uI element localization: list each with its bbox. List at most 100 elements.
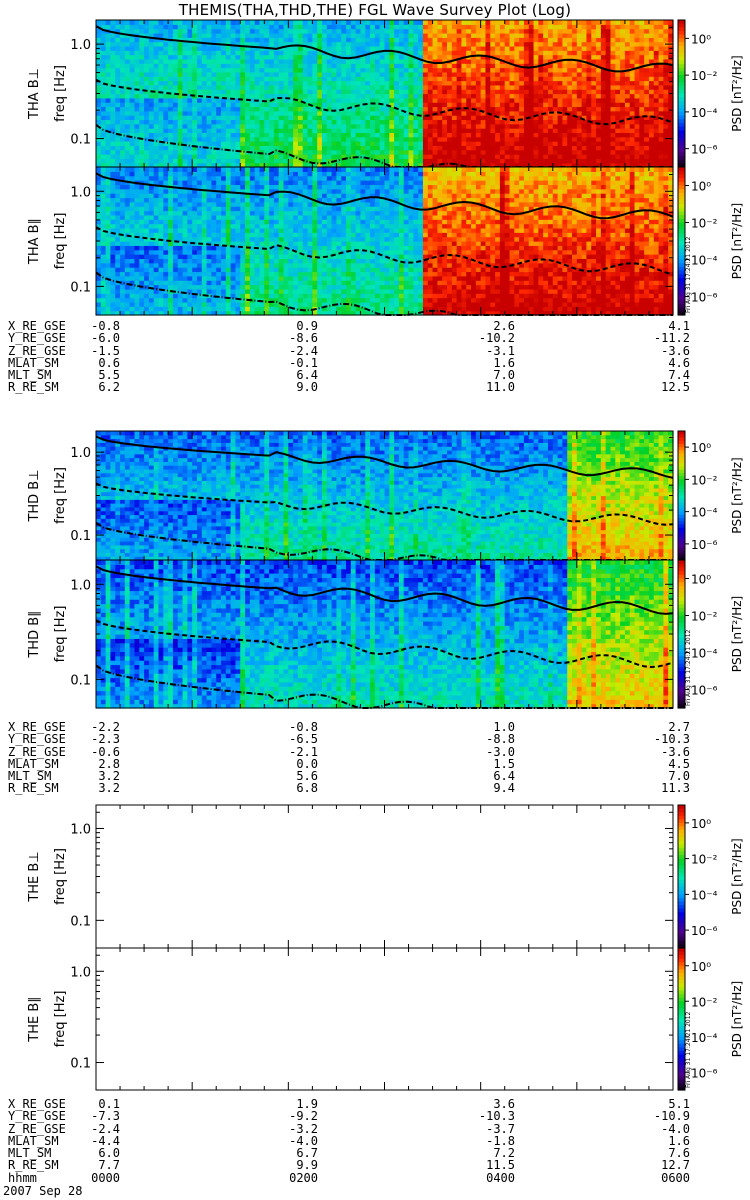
ephemeris-value: -2.2 xyxy=(91,721,120,733)
ephemeris-value: 2.6 xyxy=(493,320,515,332)
ephemeris-value: -0.8 xyxy=(289,721,318,733)
ephemeris-value: -10.3 xyxy=(654,733,690,745)
colorbar-tick-label: 10⁰ xyxy=(691,960,711,974)
probe-label: THD B∥ xyxy=(27,610,42,658)
ephemeris-table-thd: X_RE_GSE -2.2 -0.8 1.0 2.7 Y_RE_GSE -2.3 -6.5 -8… xyxy=(0,721,750,795)
freq-tick-label: 0.1 xyxy=(70,673,91,688)
wave-survey-figure: 1.00.1THA B⊥ freq [Hz]10⁰10⁻²10⁻⁴10⁻⁶PSD … xyxy=(0,0,750,1200)
ephemeris-value: 1.0 xyxy=(493,721,515,733)
ephemeris-value: 6.7 xyxy=(296,1147,318,1159)
ephemeris-value: -9.2 xyxy=(289,1110,318,1122)
ephemeris-label: hhmm xyxy=(8,1172,37,1184)
ephemeris-label: MLAT_SM xyxy=(8,357,59,369)
colorbar-tick-label: 10⁰ xyxy=(691,817,711,831)
ephemeris-label: Y_RE_GSE xyxy=(8,1110,66,1122)
colorbar-tick-label: 10⁻⁴ xyxy=(691,254,718,268)
freq-axis-label: freq [Hz] xyxy=(53,991,68,1048)
ephemeris-value: 5.1 xyxy=(668,1098,690,1110)
ephemeris-value: 7.2 xyxy=(493,1147,515,1159)
ephemeris-value: -2.1 xyxy=(289,746,318,758)
probe-label: THA B⊥ xyxy=(27,68,42,120)
ephemeris-value: -4.0 xyxy=(661,1123,690,1135)
colorbar-tick-label: 10⁻⁶ xyxy=(691,538,718,552)
ephemeris-value: 1.6 xyxy=(668,1135,690,1147)
spectrogram-panel-2 xyxy=(96,167,674,316)
ephemeris-value: 0.6 xyxy=(98,357,120,369)
ephemeris-label: MLAT_SM xyxy=(8,1135,59,1147)
ephemeris-row: Y_RE_GSE -6.0 -8.6 -10.2 -11.2 xyxy=(0,332,750,344)
ephemeris-value: -2.4 xyxy=(289,345,318,357)
ephemeris-value: -7.3 xyxy=(91,1110,120,1122)
ephemeris-value: -6.0 xyxy=(91,332,120,344)
ephemeris-value: -1.5 xyxy=(91,345,120,357)
ephemeris-value: -3.2 xyxy=(289,1123,318,1135)
date-label: 2007 Sep 28 xyxy=(3,1184,82,1198)
ephemeris-value: 4.1 xyxy=(668,320,690,332)
ephemeris-label: Z_RE_GSE xyxy=(8,1123,66,1135)
freq-tick-label: 0.1 xyxy=(70,133,91,148)
colorbar-tick-label: 10⁻⁴ xyxy=(691,106,718,120)
ephemeris-value: -10.9 xyxy=(654,1110,690,1122)
freq-axis-label: freq [Hz] xyxy=(53,606,68,663)
ephemeris-value: 12.7 xyxy=(661,1159,690,1171)
ephemeris-value: -4.4 xyxy=(91,1135,120,1147)
freq-tick-label: 1.0 xyxy=(70,965,91,980)
ephemeris-value: 0.1 xyxy=(98,1098,120,1110)
ephemeris-value: -3.1 xyxy=(486,345,515,357)
ephemeris-value: 11.0 xyxy=(486,381,515,393)
ephemeris-value: 9.4 xyxy=(493,782,515,794)
ephemeris-value: -6.5 xyxy=(289,733,318,745)
ephemeris-value: 7.6 xyxy=(668,1147,690,1159)
ephemeris-row: R_RE_SM 7.7 9.9 11.5 12.7 xyxy=(0,1159,750,1171)
ephemeris-label: Z_RE_GSE xyxy=(8,746,66,758)
ephemeris-value: -0.6 xyxy=(91,746,120,758)
colorbar-tick-label: 10⁰ xyxy=(691,32,711,46)
ephemeris-value: 5.5 xyxy=(98,369,120,381)
ephemeris-value: 6.2 xyxy=(98,381,120,393)
colorbar-tick-label: 10⁻⁶ xyxy=(691,291,718,305)
colorbar-label: PSD [nT²/Hz] xyxy=(730,981,744,1057)
colorbar-tick-label: 10⁻⁴ xyxy=(691,506,718,520)
ephemeris-value: 12.5 xyxy=(661,381,690,393)
ephemeris-value: 4.6 xyxy=(668,357,690,369)
ephemeris-value: 3.2 xyxy=(98,770,120,782)
freq-tick-label: 0.1 xyxy=(70,914,91,929)
colorbar-tick-label: 10⁻² xyxy=(691,610,718,624)
ephemeris-value: 3.6 xyxy=(493,1098,515,1110)
ephemeris-label: R_RE_SM xyxy=(8,1159,59,1171)
creation-stamp: Fri Aug 31 17:24:21 2012 xyxy=(685,1011,692,1088)
freq-axis-label: freq [Hz] xyxy=(53,65,68,122)
ephemeris-value: -3.0 xyxy=(486,746,515,758)
probe-label: THE B⊥ xyxy=(27,851,42,902)
probe-label: THA B∥ xyxy=(27,218,42,265)
colorbar-label: PSD [nT²/Hz] xyxy=(730,457,744,533)
ephemeris-value: 5.6 xyxy=(296,770,318,782)
ephemeris-value: 1.9 xyxy=(296,1098,318,1110)
colorbar-tick-label: 10⁻⁶ xyxy=(691,1066,718,1080)
ephemeris-table-tha: X_RE_GSE -0.8 0.9 2.6 4.1 Y_RE_GSE -6.0 -8.6 -10… xyxy=(0,320,750,394)
ephemeris-value: -3.6 xyxy=(661,746,690,758)
ephemeris-value: 6.4 xyxy=(296,369,318,381)
freq-tick-label: 1.0 xyxy=(70,578,91,593)
colorbar-label: PSD [nT²/Hz] xyxy=(730,55,744,131)
ephemeris-row: R_RE_SM 3.2 6.8 9.4 11.3 xyxy=(0,782,750,794)
ephemeris-table-the: X_RE_GSE 0.1 1.9 3.6 5.1 Y_RE_GSE -7.3 -9.2 -10.… xyxy=(0,1098,750,1184)
colorbar-tick-label: 10⁻² xyxy=(691,69,718,83)
colorbar-tick-label: 10⁻⁶ xyxy=(691,924,718,938)
ephemeris-label: X_RE_GSE xyxy=(8,320,66,332)
ephemeris-label: Y_RE_GSE xyxy=(8,733,66,745)
ephemeris-value: 3.2 xyxy=(98,782,120,794)
creation-stamp: Fri Aug 31 17:24:21 2012 xyxy=(685,236,692,313)
colorbar-tick-label: 10⁰ xyxy=(691,441,711,455)
ephemeris-value: -8.6 xyxy=(289,332,318,344)
ephemeris-row: R_RE_SM 6.2 9.0 11.0 12.5 xyxy=(0,381,750,393)
ephemeris-label: MLT_SM xyxy=(8,770,51,782)
ephemeris-value: 11.3 xyxy=(661,782,690,794)
ephemeris-value: -0.8 xyxy=(91,320,120,332)
ephemeris-label: X_RE_GSE xyxy=(8,1098,66,1110)
ephemeris-value: 0000 xyxy=(91,1172,120,1184)
freq-tick-label: 1.0 xyxy=(70,185,91,200)
ephemeris-value: 0.0 xyxy=(296,758,318,770)
